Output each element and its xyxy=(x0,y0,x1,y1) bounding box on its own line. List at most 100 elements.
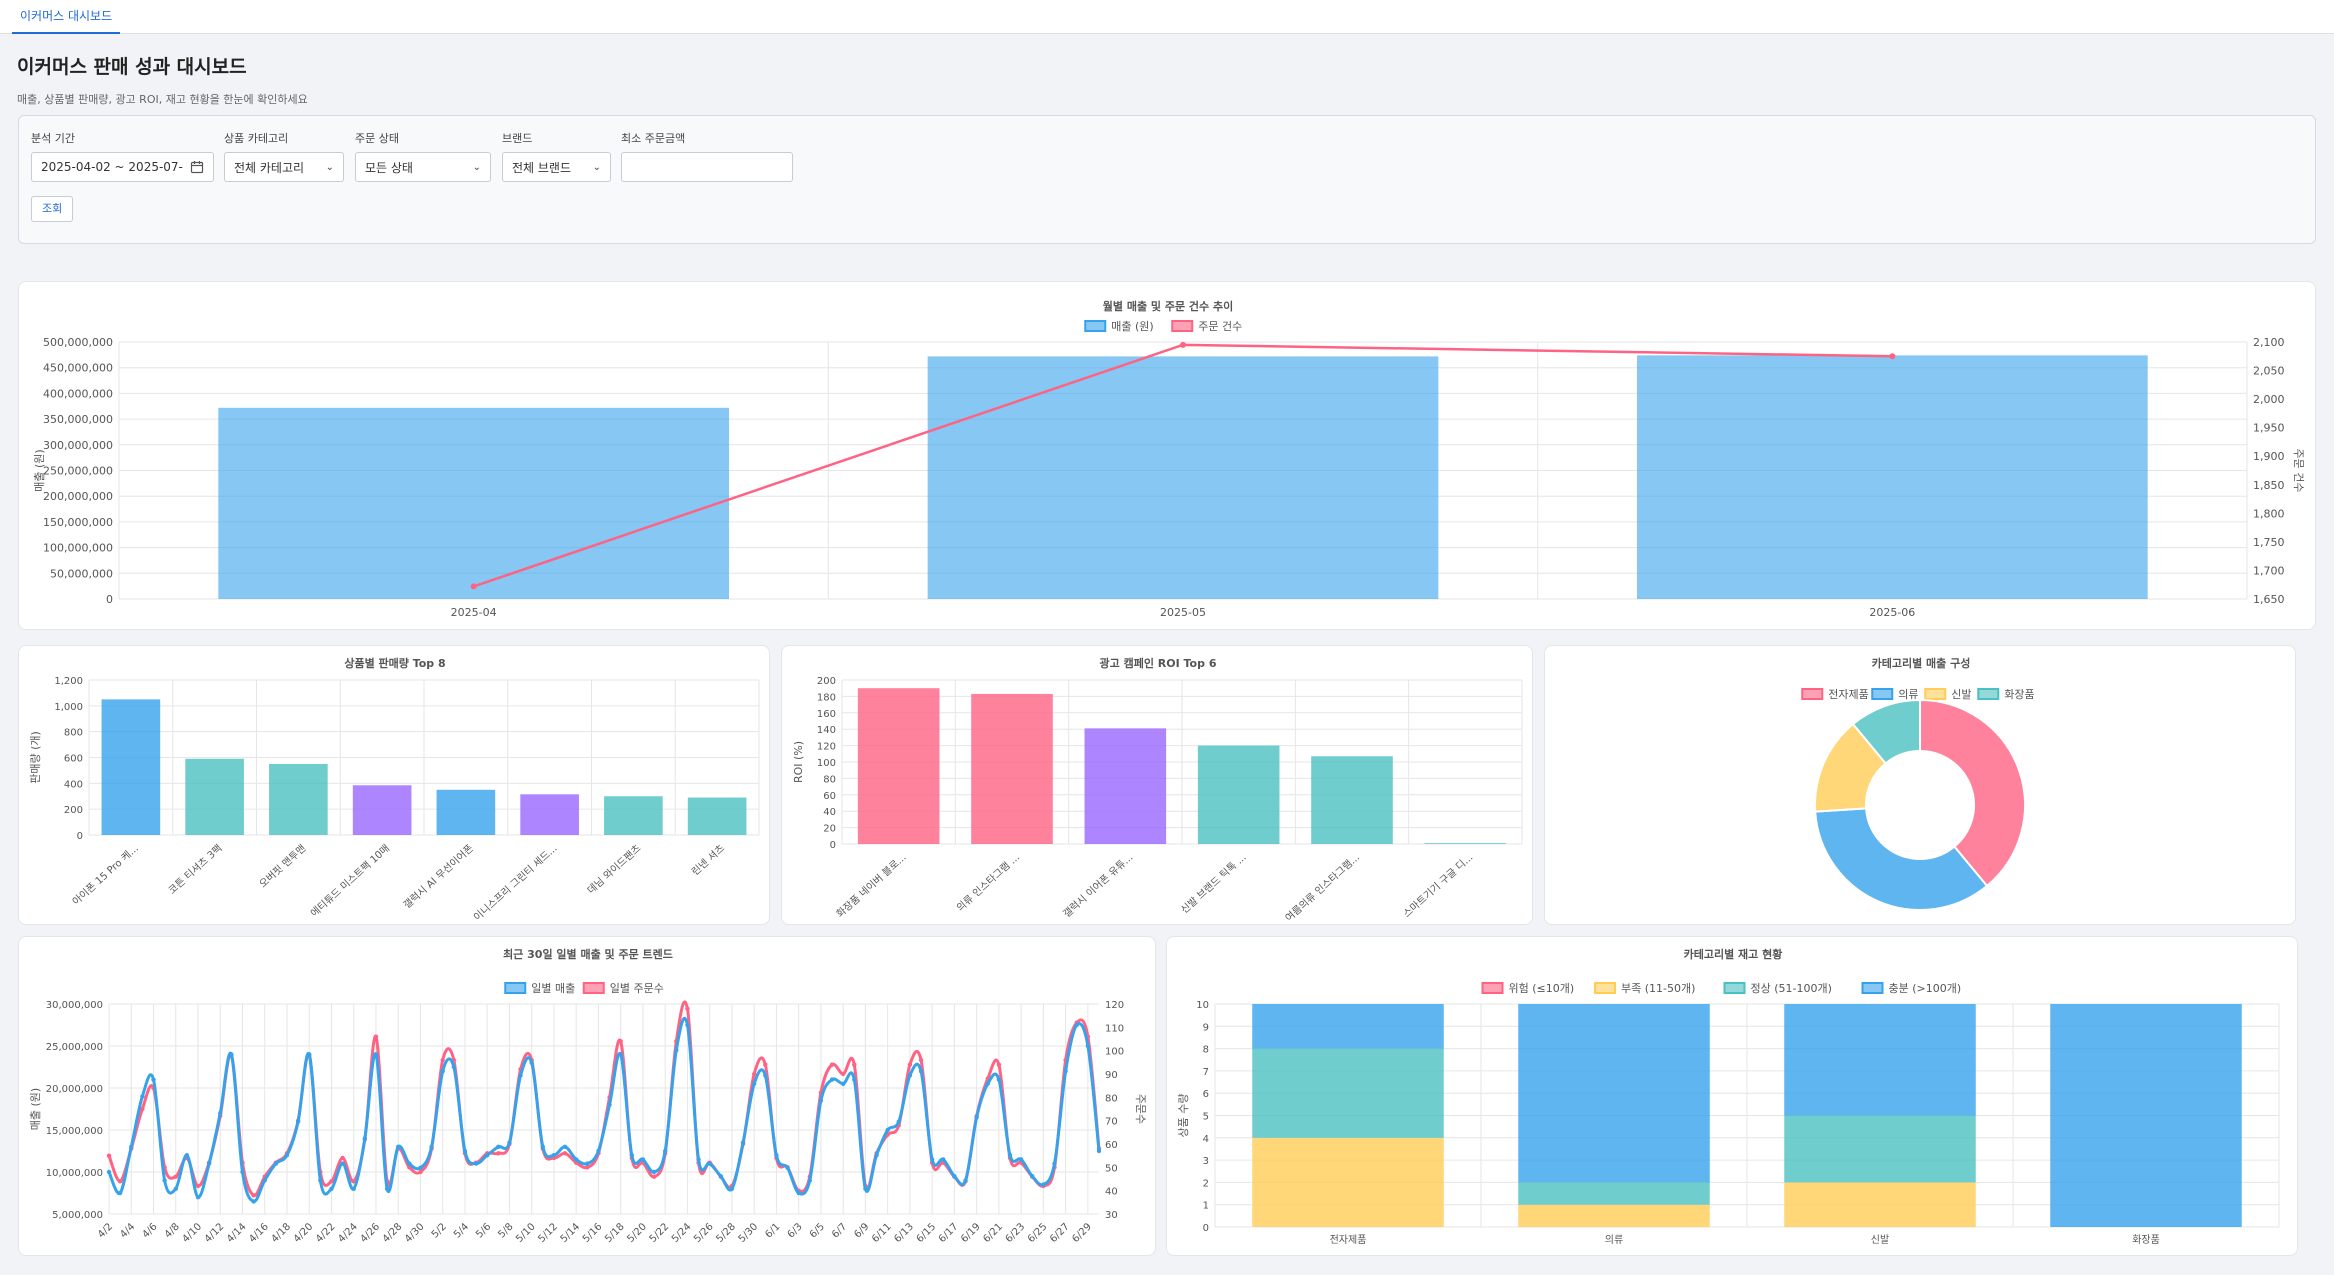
y-tick-label: 300,000,000 xyxy=(43,439,113,452)
orders-line-point xyxy=(618,1039,623,1044)
sales-line-point xyxy=(618,1052,623,1057)
y-tick-label: 400 xyxy=(64,779,83,790)
sales-line-point xyxy=(918,1069,924,1074)
tab-ecommerce-dashboard[interactable]: 이커머스 대시보드 xyxy=(12,0,121,34)
y2-tick-label: 70 xyxy=(1105,1117,1118,1128)
y-tick-label: 10,000,000 xyxy=(46,1168,103,1179)
legend-swatch xyxy=(1977,688,2000,700)
min-amount-filter: 최소 주문금액 xyxy=(621,130,793,182)
product-top8-chart: 상품별 판매량 Top 8 0 200 400 600 800 1,000 1,200 판매량 … xyxy=(29,656,760,923)
x-tick-label: 6/5 xyxy=(808,1221,827,1240)
x-tick-label: 갤럭시 AI 무선이어폰 xyxy=(401,842,476,911)
x-tick-label: 4/10 xyxy=(180,1221,204,1245)
tab-bar: 이커머스 대시보드 xyxy=(0,0,2334,34)
stacked-bar-segment xyxy=(1784,1004,1976,1116)
orders-line-point xyxy=(373,1034,379,1039)
x-tick-label: 4/26 xyxy=(358,1221,382,1245)
legend-label: 의류 xyxy=(1898,688,1918,701)
brand-select[interactable]: 전체 브랜드 ⌄ xyxy=(502,152,611,182)
x-tick-label: 4/12 xyxy=(203,1221,227,1245)
orders-line-point xyxy=(852,1062,857,1067)
sales-line-point xyxy=(195,1195,201,1200)
brand-filter: 브랜드 전체 브랜드 ⌄ xyxy=(502,130,611,182)
y-tick-label: 140 xyxy=(817,725,836,736)
y-tick-label: 180 xyxy=(817,692,836,703)
product-top8-card: 상품별 판매량 Top 8 0 200 400 600 800 1,000 1,200 판매량 … xyxy=(18,645,770,925)
y-tick-label: 0 xyxy=(106,593,113,606)
x-tick-label: 4/18 xyxy=(269,1221,293,1245)
sales-line-point xyxy=(774,1153,779,1158)
x-tick-label: 에티튜드 미스트팩 10매 xyxy=(308,842,392,919)
sales-line-point xyxy=(1041,1182,1046,1187)
x-tick-label: 5/10 xyxy=(514,1221,538,1245)
sales-line-point xyxy=(807,1178,812,1183)
period-input[interactable]: 2025-04-02 ~ 2025-07- xyxy=(31,152,214,182)
x-tick-label: 린넨 셔츠 xyxy=(689,842,727,878)
x-tick-label: 4/24 xyxy=(336,1221,360,1245)
sales-line-point xyxy=(273,1161,279,1166)
sales-line-point xyxy=(162,1178,167,1183)
x-tick-label: 2025-04 xyxy=(451,606,497,619)
y-tick-label: 120 xyxy=(817,742,836,753)
x-tick-label: 4/6 xyxy=(140,1221,159,1240)
orders-line-point xyxy=(751,1071,757,1077)
orders-line-point xyxy=(840,1071,846,1077)
sales-line-point xyxy=(1074,1022,1079,1028)
sales-line-point xyxy=(318,1178,323,1183)
min-amount-input[interactable] xyxy=(621,152,793,182)
x-tick-label: 5/18 xyxy=(603,1221,627,1245)
x-tick-label: 5/20 xyxy=(625,1221,649,1245)
y-tick-label: 8 xyxy=(1203,1045,1209,1056)
y-axis-label: ROI (%) xyxy=(792,741,805,783)
y-tick-label: 9 xyxy=(1203,1022,1209,1033)
monthly-sales-card: 월별 매출 및 주문 건수 추이 매출 (원) 주문 건수 0 50,000,000 10… xyxy=(18,281,2316,630)
y-tick-label: 0 xyxy=(77,831,83,842)
y-tick-label: 40 xyxy=(823,807,836,818)
sales-line-point xyxy=(485,1153,490,1158)
calendar-icon[interactable] xyxy=(190,160,204,174)
y-tick-label: 20,000,000 xyxy=(46,1084,103,1095)
stacked-bar-segment xyxy=(2050,1004,2242,1227)
sales-line-point xyxy=(1007,1153,1013,1158)
sales-line-point xyxy=(662,1148,668,1154)
x-tick-label: 코튼 티셔츠 3팩 xyxy=(166,842,225,896)
y-tick-label: 0 xyxy=(1203,1223,1209,1234)
y2-tick-label: 1,700 xyxy=(2253,564,2285,577)
period-filter: 분석 기간 2025-04-02 ~ 2025-07- xyxy=(31,130,214,182)
x-tick-label: 데님 와이드팬츠 xyxy=(585,842,643,896)
x-tick-label: 2025-06 xyxy=(1869,606,1915,619)
x-tick-label: 5/30 xyxy=(737,1221,761,1245)
y-tick-label: 25,000,000 xyxy=(46,1042,103,1053)
query-button[interactable]: 조회 xyxy=(31,196,74,222)
sales-line-point xyxy=(373,1052,379,1057)
sales-line-point xyxy=(418,1165,423,1170)
sales-line-point xyxy=(251,1199,256,1204)
y-tick-label: 250,000,000 xyxy=(43,465,113,478)
y-tick-label: 500,000,000 xyxy=(43,336,113,349)
x-tick-label: 신발 xyxy=(1871,1234,1889,1246)
y-tick-label: 50,000,000 xyxy=(50,567,113,580)
x-tick-label: 5/8 xyxy=(496,1221,515,1240)
legend-swatch xyxy=(1801,688,1824,700)
sales-line-point xyxy=(651,1169,657,1175)
x-tick-label: 의류 xyxy=(1605,1234,1623,1246)
pie-slice xyxy=(1814,807,1989,911)
legend-swatch xyxy=(1871,688,1894,700)
status-select[interactable]: 모든 상태 ⌄ xyxy=(355,152,491,182)
brand-value: 전체 브랜드 xyxy=(512,160,572,175)
x-tick-label: 4/14 xyxy=(225,1221,249,1245)
x-tick-label: 4/28 xyxy=(381,1221,405,1245)
sales-line-point xyxy=(718,1174,723,1179)
chart-title: 카테고리별 매출 구성 xyxy=(1872,656,1971,670)
sales-line-point xyxy=(696,1157,701,1162)
page-header: 이커머스 판매 성과 대시보드 매출, 상품별 판매량, 광고 ROI, 재고 … xyxy=(17,52,308,107)
category-select[interactable]: 전체 카테고리 ⌄ xyxy=(224,152,344,182)
orders-line xyxy=(107,1000,1101,1197)
y-tick-label: 20 xyxy=(823,824,836,835)
y2-tick-label: 80 xyxy=(1105,1093,1118,1104)
brand-label: 브랜드 xyxy=(502,132,533,145)
legend-label: 부족 (11-50개) xyxy=(1621,982,1695,995)
x-tick-label: 의류 인스타그램 ... xyxy=(954,851,1022,914)
sales-line-point xyxy=(351,1186,356,1191)
status-label: 주문 상태 xyxy=(355,132,399,145)
